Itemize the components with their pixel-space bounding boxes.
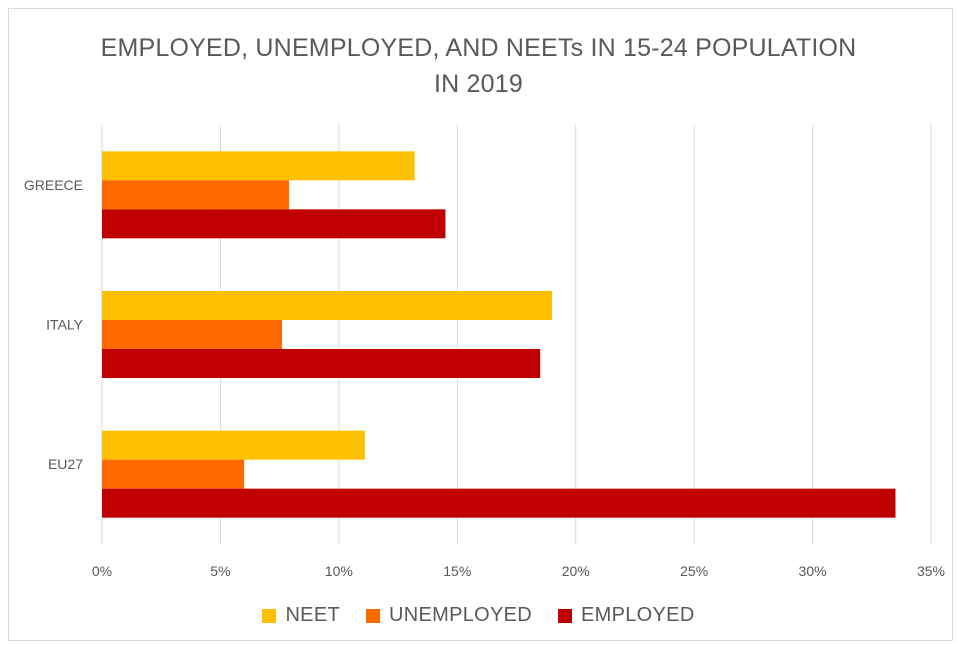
bar-employed-italy — [102, 349, 541, 378]
bar-unemployed-eu27 — [102, 459, 245, 489]
category-label: GREECE — [24, 177, 83, 193]
x-tick-label: 20% — [562, 563, 590, 579]
bar-neet-italy — [102, 291, 553, 320]
legend-label: EMPLOYED — [581, 604, 695, 626]
x-tick-label: 5% — [210, 563, 230, 579]
x-tick-label: 25% — [680, 563, 708, 579]
bar-unemployed-greece — [102, 180, 290, 210]
x-tick-label: 0% — [92, 563, 112, 579]
legend-swatch — [558, 608, 573, 623]
legend-label: UNEMPLOYED — [388, 604, 533, 626]
bar-employed-greece — [102, 209, 446, 239]
legend-swatch — [262, 608, 277, 623]
x-tick-label: 30% — [799, 563, 827, 579]
legend-item-employed: EMPLOYED — [558, 604, 695, 627]
legend-item-neet: NEET — [262, 604, 340, 627]
chart-legend: NEET UNEMPLOYED EMPLOYED — [0, 604, 957, 627]
chart-title: EMPLOYED, UNEMPLOYED, AND NEETs IN 15-24… — [0, 30, 957, 102]
bar-employed-eu27 — [102, 488, 896, 518]
x-tick-label: 10% — [325, 563, 353, 579]
bar-neet-eu27 — [102, 430, 365, 460]
bar-unemployed-italy — [102, 320, 283, 349]
chart-title-line-1: EMPLOYED, UNEMPLOYED, AND NEETs IN 15-24… — [100, 34, 857, 62]
legend-label: NEET — [285, 604, 340, 626]
category-label: ITALY — [46, 317, 83, 333]
x-tick-label: 35% — [917, 563, 945, 579]
x-tick-label: 15% — [443, 563, 471, 579]
category-label: EU27 — [48, 456, 83, 472]
legend-item-unemployed: UNEMPLOYED — [365, 604, 533, 627]
legend-swatch — [365, 608, 380, 623]
bar-neet-greece — [102, 151, 415, 181]
chart-title-line-2: IN 2019 — [434, 70, 523, 98]
